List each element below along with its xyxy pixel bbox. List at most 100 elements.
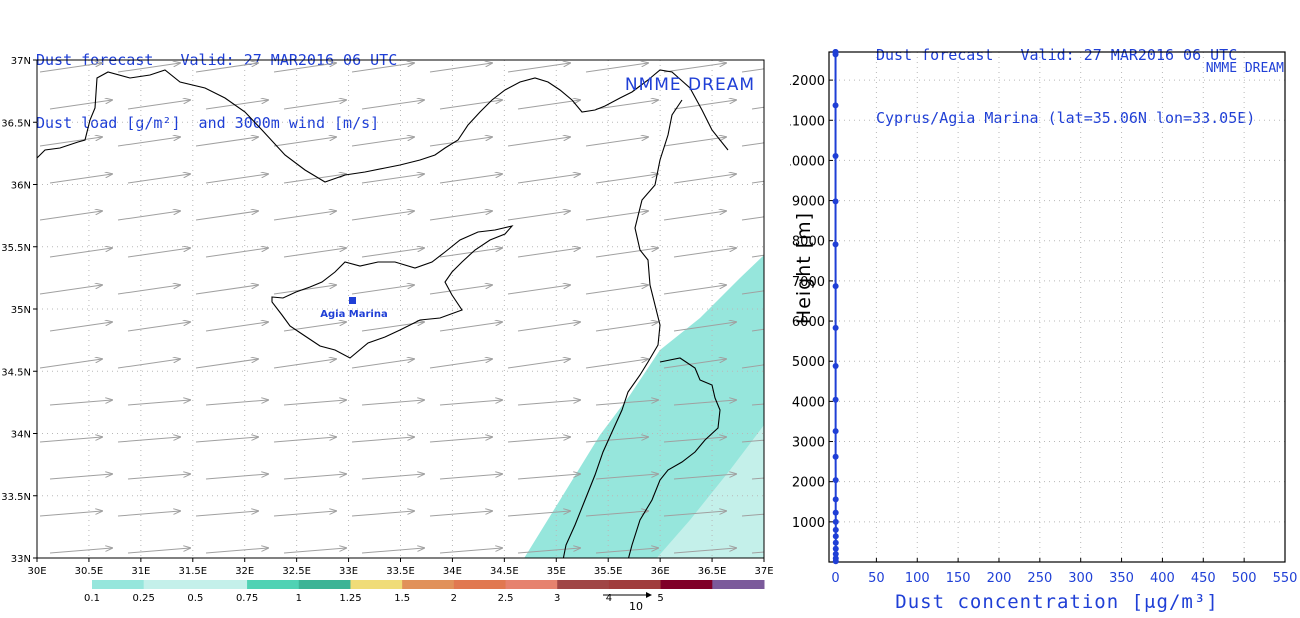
wind-arrow (49, 400, 112, 406)
colorbar-swatch (143, 580, 196, 589)
profile-point (832, 241, 839, 248)
square-marker-icon (349, 297, 356, 304)
wind-arrow (351, 359, 414, 369)
wind-arrow (127, 100, 190, 110)
lon-tick-label: 31E (131, 566, 150, 577)
profile-point (832, 496, 839, 503)
wind-arrow (439, 548, 502, 554)
colorbar: 0.1 0.25 0.5 0.75 1 1.25 1.5 2 2.5 3 4 5 (84, 580, 765, 604)
wind-arrow (673, 474, 736, 480)
longitude-axis: 30E 30.5E 31E 31.5E 32E 32.5E 33E 33.5E 34E 34.5E… (27, 558, 774, 577)
wind-arrow (517, 474, 580, 480)
latitude-axis: 37N 36.5N 36N 35.5N 35N 34.5N 34N 33.5N 33N (1, 56, 37, 565)
x-tick-label: 0 (831, 571, 839, 586)
wind-arrow (205, 548, 268, 554)
wind-arrow (663, 437, 726, 443)
x-tick-label: 350 (1109, 571, 1134, 586)
wind-arrow (585, 63, 648, 73)
colorbar-label: 5 (657, 593, 663, 604)
lon-tick-label: 33.5E (386, 566, 415, 577)
dust-load-map: NMME DREAM Agia Marina 30E 30.5E 31E 31.5E 3… (1, 56, 774, 613)
colorbar-label: 0.75 (236, 593, 258, 604)
colorbar-label: 1.25 (339, 593, 361, 604)
wind-arrow (751, 551, 764, 554)
wind-arrow (439, 100, 502, 110)
y-axis: 1000 2000 3000 4000 5000 6000 7000 8000 9000 1000… (790, 74, 833, 531)
wind-arrow (39, 359, 102, 369)
wind-arrow (663, 285, 726, 295)
wind-arrow (117, 437, 180, 443)
colorbar-swatch (195, 580, 248, 589)
x-tick-label: 150 (946, 571, 971, 586)
y-tick-label: 9000 (792, 195, 825, 210)
y-tick-label: 3000 (792, 436, 825, 451)
profile-point (832, 396, 839, 403)
wind-arrow (351, 511, 414, 517)
y-tick-label: 2000 (792, 476, 825, 491)
wind-arrow (127, 322, 190, 332)
wind-arrow (361, 248, 424, 258)
wind-arrow (351, 437, 414, 443)
wind-arrow (205, 474, 268, 480)
wind-arrow (751, 403, 764, 406)
wind-arrow (205, 100, 268, 110)
dust-band-0.1 (524, 255, 764, 558)
syria-border (627, 357, 721, 558)
lon-tick-label: 35.5E (594, 566, 623, 577)
dust-band-0.25 (656, 425, 764, 558)
x-tick-label: 200 (987, 571, 1012, 586)
lat-tick-label: 33.5N (1, 492, 31, 503)
x-tick-label: 300 (1068, 571, 1093, 586)
wind-arrow (195, 511, 258, 517)
wind-arrow (673, 548, 736, 554)
profile-point (832, 153, 839, 160)
wind-arrow (361, 548, 424, 554)
wind-arrow (195, 63, 258, 73)
wind-arrow (39, 63, 102, 73)
wind-arrow (673, 248, 736, 258)
dust-shading (524, 255, 764, 558)
lon-tick-label: 37E (754, 566, 773, 577)
wind-arrow (283, 548, 346, 554)
lat-tick-label: 36.5N (1, 118, 31, 129)
lon-tick-label: 31.5E (178, 566, 207, 577)
wind-arrow (595, 474, 658, 480)
y-tick-label: 10000 (790, 154, 825, 169)
y-tick-label: 8000 (792, 235, 825, 250)
profile-point (832, 324, 839, 331)
y-tick-label: 7000 (792, 275, 825, 290)
wind-reference: 10 (603, 592, 652, 613)
wind-arrow (49, 248, 112, 258)
wind-arrow (205, 174, 268, 184)
profile-point (832, 477, 839, 484)
wind-arrow (741, 142, 764, 147)
x-tick-label: 450 (1191, 571, 1216, 586)
lon-tick-label: 30E (27, 566, 46, 577)
colorbar-label: 0.25 (133, 593, 155, 604)
y-tick-label: 6000 (792, 315, 825, 330)
wind-vectors (39, 63, 764, 554)
wind-arrow (595, 248, 658, 258)
wind-arrow (507, 63, 570, 73)
wind-arrow (283, 100, 346, 110)
wind-arrow (117, 211, 180, 221)
wind-arrow (741, 439, 764, 443)
wind-arrow (195, 285, 258, 295)
coastlines (37, 69, 729, 558)
wind-arrow (117, 511, 180, 517)
map-watermark: NMME DREAM (625, 75, 755, 95)
wind-arrow (49, 548, 112, 554)
wind-arrow (595, 322, 658, 332)
colorbar-swatch (247, 580, 300, 589)
profile-watermark: NMME DREAM (1206, 61, 1284, 76)
wind-arrow (585, 359, 648, 369)
wind-arrow (49, 322, 112, 332)
wind-arrow (361, 322, 424, 332)
profile-title-line2: Cyprus/Agia Marina (lat=35.06N lon=33.05… (876, 109, 1256, 127)
wind-arrow (439, 248, 502, 258)
wind-arrow (673, 400, 736, 406)
profile-point (832, 102, 839, 109)
wind-arrow (673, 322, 736, 332)
wind-arrow (49, 100, 112, 110)
wind-arrow (351, 211, 414, 221)
